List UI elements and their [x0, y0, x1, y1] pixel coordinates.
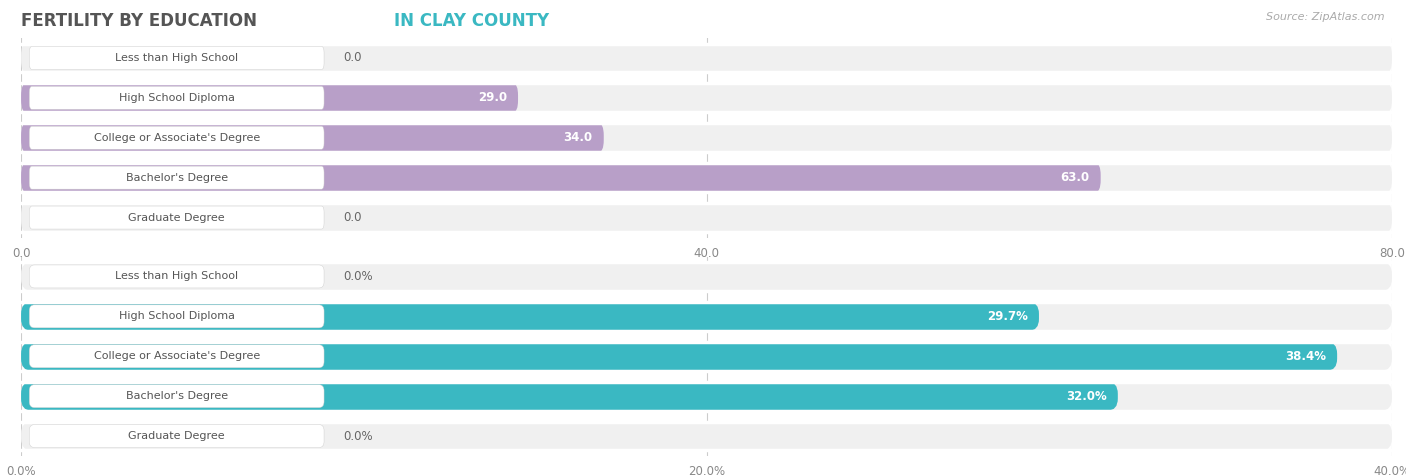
FancyBboxPatch shape [21, 124, 603, 152]
Text: 0.0: 0.0 [343, 51, 361, 65]
FancyBboxPatch shape [21, 163, 1101, 192]
Text: Bachelor's Degree: Bachelor's Degree [125, 172, 228, 183]
FancyBboxPatch shape [21, 84, 517, 112]
Text: High School Diploma: High School Diploma [118, 93, 235, 103]
Text: College or Associate's Degree: College or Associate's Degree [94, 133, 260, 143]
FancyBboxPatch shape [21, 302, 1039, 331]
FancyBboxPatch shape [30, 385, 323, 408]
FancyBboxPatch shape [21, 163, 1101, 192]
Text: 38.4%: 38.4% [1285, 350, 1326, 363]
FancyBboxPatch shape [21, 382, 1118, 410]
Text: 32.0%: 32.0% [1066, 390, 1107, 403]
FancyBboxPatch shape [21, 342, 1337, 370]
FancyBboxPatch shape [21, 342, 1337, 370]
FancyBboxPatch shape [30, 265, 323, 288]
Text: College or Associate's Degree: College or Associate's Degree [94, 351, 260, 361]
Text: High School Diploma: High School Diploma [118, 311, 235, 322]
FancyBboxPatch shape [30, 166, 323, 189]
FancyBboxPatch shape [21, 262, 1392, 291]
FancyBboxPatch shape [30, 425, 323, 447]
FancyBboxPatch shape [21, 203, 1392, 232]
Text: IN CLAY COUNTY: IN CLAY COUNTY [394, 12, 548, 30]
Text: 29.7%: 29.7% [987, 310, 1028, 323]
FancyBboxPatch shape [30, 126, 323, 149]
FancyBboxPatch shape [21, 124, 1392, 152]
Text: 34.0: 34.0 [564, 131, 593, 144]
FancyBboxPatch shape [21, 342, 1392, 370]
FancyBboxPatch shape [21, 163, 1392, 192]
Text: 29.0: 29.0 [478, 91, 508, 104]
Text: 0.0%: 0.0% [343, 429, 373, 443]
Text: 0.0%: 0.0% [343, 270, 373, 283]
Text: Graduate Degree: Graduate Degree [128, 212, 225, 223]
Text: Less than High School: Less than High School [115, 271, 238, 282]
FancyBboxPatch shape [21, 124, 603, 152]
FancyBboxPatch shape [21, 302, 1392, 331]
Text: Bachelor's Degree: Bachelor's Degree [125, 391, 228, 401]
FancyBboxPatch shape [21, 422, 1392, 450]
FancyBboxPatch shape [30, 47, 323, 69]
Text: 0.0: 0.0 [343, 211, 361, 224]
Text: FERTILITY BY EDUCATION: FERTILITY BY EDUCATION [21, 12, 263, 30]
FancyBboxPatch shape [21, 302, 1039, 331]
FancyBboxPatch shape [21, 84, 1392, 112]
FancyBboxPatch shape [21, 382, 1392, 410]
Text: Source: ZipAtlas.com: Source: ZipAtlas.com [1267, 12, 1385, 22]
Text: Graduate Degree: Graduate Degree [128, 431, 225, 441]
Text: Less than High School: Less than High School [115, 53, 238, 63]
FancyBboxPatch shape [30, 206, 323, 229]
FancyBboxPatch shape [21, 84, 517, 112]
FancyBboxPatch shape [21, 44, 1392, 72]
FancyBboxPatch shape [30, 86, 323, 109]
FancyBboxPatch shape [21, 382, 1118, 410]
Text: 63.0: 63.0 [1060, 171, 1090, 184]
FancyBboxPatch shape [30, 305, 323, 328]
FancyBboxPatch shape [30, 345, 323, 368]
